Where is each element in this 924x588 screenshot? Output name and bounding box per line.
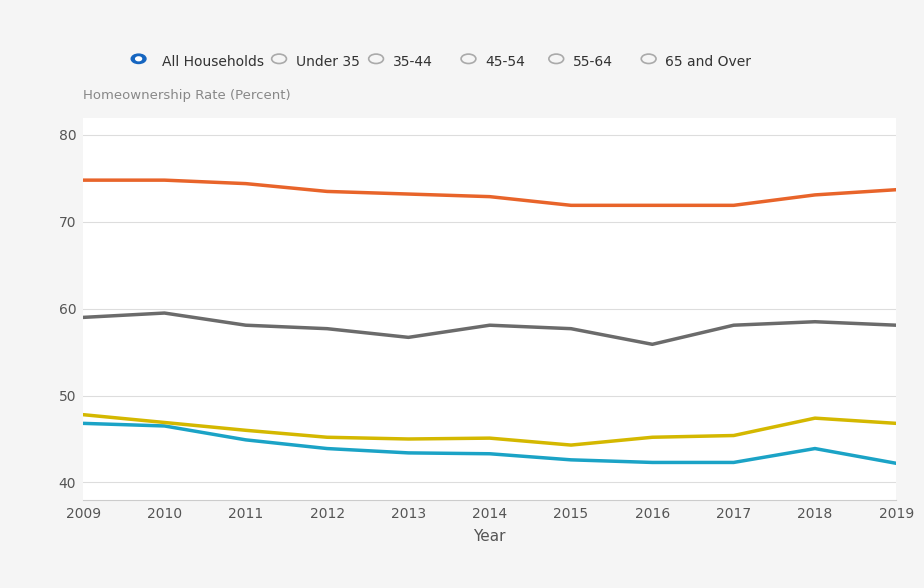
Text: 55-64: 55-64	[573, 55, 613, 69]
Text: 35-44: 35-44	[393, 55, 432, 69]
Text: All Households: All Households	[162, 55, 263, 69]
Text: Under 35: Under 35	[296, 55, 359, 69]
Text: Homeownership Rate (Percent): Homeownership Rate (Percent)	[83, 89, 291, 102]
Text: 65 and Over: 65 and Over	[665, 55, 751, 69]
X-axis label: Year: Year	[473, 529, 506, 544]
Text: 45-54: 45-54	[485, 55, 525, 69]
